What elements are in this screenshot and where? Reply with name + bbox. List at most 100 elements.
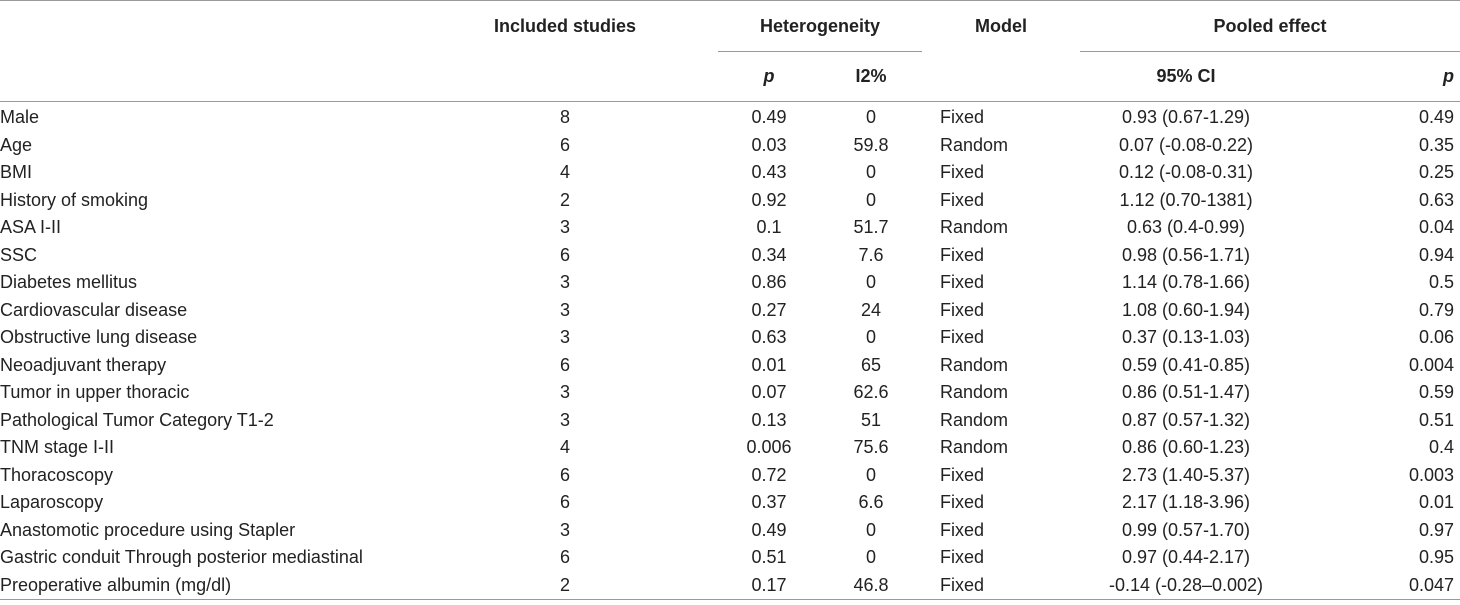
- cell-variable: SSC: [0, 244, 38, 265]
- cell-model: Fixed: [940, 244, 985, 265]
- cell-pooled-p: 0.51: [1418, 409, 1455, 430]
- cell-model: Fixed: [940, 327, 985, 348]
- cell-variable: Age: [0, 134, 33, 155]
- cell-i2: 6.6: [858, 492, 884, 513]
- cell-95-ci: 0.93 (0.67-1.29): [1121, 107, 1251, 128]
- cell-pooled-p: 0.49: [1418, 107, 1455, 128]
- cell-i2: 0: [866, 327, 877, 348]
- cell-included-studies: 4: [559, 437, 570, 458]
- cell-included-studies: 3: [559, 519, 570, 540]
- cell-95-ci: 0.12 (-0.08-0.31): [1118, 162, 1254, 183]
- cell-heterogeneity-p: 0.07: [751, 382, 787, 403]
- table-row: SSC 6 0.34 7.6 Fixed 0.98 (0.56-1.71) 0.94: [0, 242, 1460, 270]
- cell-pooled-p: 0.63: [1418, 189, 1455, 210]
- cell-model: Random: [940, 409, 1009, 430]
- cell-heterogeneity-p: 0.03: [751, 134, 787, 155]
- cell-included-studies: 8: [559, 107, 570, 128]
- cell-pooled-p: 0.04: [1418, 217, 1455, 238]
- header-heterogeneity: Heterogeneity: [759, 15, 881, 36]
- cell-i2: 75.6: [853, 437, 889, 458]
- cell-model: Random: [940, 382, 1009, 403]
- cell-variable: Thoracoscopy: [0, 464, 114, 485]
- table-row: Anastomotic procedure using Stapler 3 0.49…: [0, 517, 1460, 545]
- cell-variable: Neoadjuvant therapy: [0, 354, 167, 375]
- cell-95-ci: 0.87 (0.57-1.32): [1121, 409, 1251, 430]
- table-row: Preoperative albumin (mg/dl) 2 0.17 46.8 Fix…: [0, 571, 1460, 600]
- cell-model: Random: [940, 134, 1009, 155]
- cell-pooled-p: 0.35: [1418, 134, 1455, 155]
- cell-heterogeneity-p: 0.72: [751, 464, 787, 485]
- cell-heterogeneity-p: 0.17: [718, 571, 820, 600]
- cell-heterogeneity-p: 0.43: [751, 162, 787, 183]
- cell-variable: History of smoking: [0, 189, 149, 210]
- table-row: Neoadjuvant therapy 6 0.01 65 Random 0.59 (0.…: [0, 352, 1460, 380]
- cell-95-ci: 2.73 (1.40-5.37): [1121, 464, 1251, 485]
- cell-heterogeneity-p: 0.49: [751, 107, 787, 128]
- cell-pooled-p: 0.4: [1428, 437, 1455, 458]
- cell-included-studies: 3: [559, 217, 570, 238]
- cell-included-studies: 3: [559, 299, 570, 320]
- cell-variable: Pathological Tumor Category T1-2: [0, 409, 274, 430]
- cell-variable: Obstructive lung disease: [0, 327, 198, 348]
- cell-included-studies: 6: [559, 464, 570, 485]
- header2-blank-variable: [0, 52, 412, 102]
- cell-model: Fixed: [940, 189, 985, 210]
- cell-model: Fixed: [940, 519, 985, 540]
- cell-i2: 51.7: [853, 217, 889, 238]
- cell-included-studies: 3: [559, 382, 570, 403]
- cell-heterogeneity-p: 0.1: [756, 217, 782, 238]
- cell-95-ci: -0.14 (-0.28–0.002): [1080, 571, 1293, 600]
- cell-included-studies: 2: [412, 571, 718, 600]
- table-row: Age 6 0.03 59.8 Random 0.07 (-0.08-0.22) 0.35: [0, 132, 1460, 160]
- table-header: Included studies Heterogeneity Model Poo…: [0, 0, 1460, 102]
- cell-pooled-p: 0.06: [1418, 327, 1455, 348]
- cell-95-ci: 0.07 (-0.08-0.22): [1118, 134, 1254, 155]
- cell-model: Fixed: [940, 299, 985, 320]
- table-row: Thoracoscopy 6 0.72 0 Fixed 2.73 (1.40-5.37) 0…: [0, 462, 1460, 490]
- cell-variable: Gastric conduit Through posterior medias…: [0, 547, 363, 568]
- cell-model: Fixed: [940, 547, 985, 568]
- cell-included-studies: 6: [559, 547, 570, 568]
- table-row: Obstructive lung disease 3 0.63 0 Fixed 0.37 …: [0, 324, 1460, 352]
- cell-variable: Diabetes mellitus: [0, 272, 138, 293]
- cell-model: Random: [940, 437, 1009, 458]
- header2-blank-model: [922, 52, 1080, 102]
- table-row: Pathological Tumor Category T1-2 3 0.13 51 R…: [0, 407, 1460, 435]
- cell-included-studies: 6: [559, 354, 570, 375]
- table-row: TNM stage I-II 4 0.006 75.6 Random 0.86 (0.60…: [0, 434, 1460, 462]
- cell-variable: TNM stage I-II: [0, 437, 115, 458]
- header2-blank-studies: [412, 52, 718, 102]
- cell-pooled-p: 0.047: [1292, 571, 1460, 600]
- cell-95-ci: 0.37 (0.13-1.03): [1121, 327, 1251, 348]
- cell-95-ci: 0.63 (0.4-0.99): [1126, 217, 1246, 238]
- cell-model: Random: [940, 354, 1009, 375]
- cell-variable: BMI: [0, 162, 33, 183]
- header-pooled-effect: Pooled effect: [1213, 15, 1327, 36]
- cell-included-studies: 6: [559, 492, 570, 513]
- cell-heterogeneity-p: 0.63: [751, 327, 787, 348]
- cell-i2: 24: [860, 299, 882, 320]
- cell-variable: Male: [0, 107, 40, 128]
- cell-model: Fixed: [940, 107, 985, 128]
- cell-95-ci: 0.59 (0.41-0.85): [1121, 354, 1251, 375]
- cell-included-studies: 6: [559, 244, 570, 265]
- cell-i2: 0: [866, 107, 877, 128]
- cell-heterogeneity-p: 0.49: [751, 519, 787, 540]
- cell-heterogeneity-p: 0.92: [751, 189, 787, 210]
- cell-i2: 59.8: [853, 134, 889, 155]
- cell-i2: 46.8: [820, 571, 923, 600]
- cell-heterogeneity-p: 0.86: [751, 272, 787, 293]
- cell-variable: Preoperative albumin (mg/dl): [0, 571, 412, 600]
- cell-included-studies: 4: [559, 162, 570, 183]
- header-heterogeneity-p: p: [718, 51, 820, 102]
- cell-i2: 65: [860, 354, 882, 375]
- header-pooled-p: p: [1292, 51, 1460, 102]
- cell-pooled-p: 0.003: [1408, 464, 1455, 485]
- cell-pooled-p: 0.95: [1418, 547, 1455, 568]
- cell-included-studies: 3: [559, 327, 570, 348]
- cell-95-ci: 0.97 (0.44-2.17): [1121, 547, 1251, 568]
- cell-heterogeneity-p: 0.01: [751, 354, 787, 375]
- header-variable-blank: [0, 1, 412, 52]
- cell-included-studies: 3: [559, 409, 570, 430]
